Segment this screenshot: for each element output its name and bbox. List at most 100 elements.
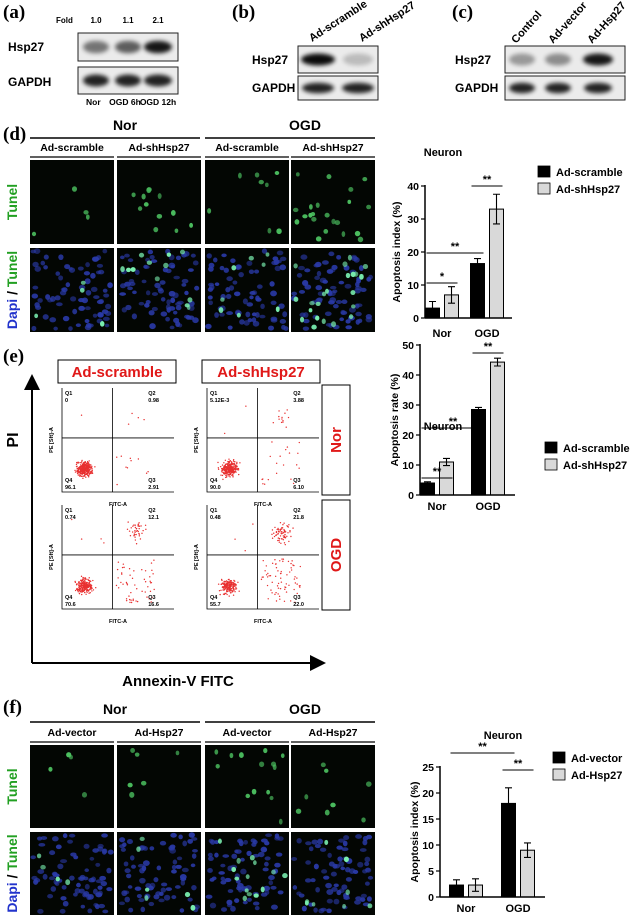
nucleus	[73, 892, 78, 897]
plot-axis-label: FITC-A	[254, 619, 272, 625]
significance-label: **	[449, 416, 458, 428]
tunel-cell	[253, 893, 259, 898]
nucleus	[214, 840, 219, 845]
event-dot	[228, 463, 230, 465]
event-dot	[125, 581, 128, 584]
error-bar	[448, 286, 455, 304]
event-dot	[234, 461, 236, 463]
bar	[490, 361, 505, 496]
micrograph	[291, 160, 375, 244]
blot-row-label: GAPDH	[8, 75, 51, 89]
nucleus	[291, 857, 298, 861]
event-dot	[222, 468, 224, 471]
nucleus	[251, 312, 257, 317]
tunel-cell	[350, 290, 356, 296]
event-dot	[230, 462, 232, 465]
nucleus	[139, 867, 145, 874]
event-dot	[82, 580, 85, 583]
quadrant-name: Q3	[148, 478, 155, 484]
event-dot	[236, 469, 239, 471]
nucleus	[232, 280, 238, 285]
event-dot	[120, 572, 123, 574]
event-dot	[286, 525, 289, 528]
nucleus	[102, 288, 108, 293]
nucleus	[249, 291, 256, 295]
nucleus	[142, 860, 150, 867]
nucleus	[228, 285, 235, 291]
event-dot	[232, 473, 234, 476]
nucleus	[351, 256, 358, 262]
tunel-cell	[154, 276, 160, 282]
event-dot	[288, 452, 291, 454]
nucleus	[340, 866, 346, 871]
nucleus	[119, 837, 126, 843]
event-dot	[79, 461, 81, 464]
event-dot	[217, 583, 220, 585]
nucleus	[270, 904, 278, 910]
event-dot	[236, 461, 238, 464]
tunel-cell	[259, 761, 265, 768]
event-dot	[271, 529, 274, 531]
nucleus	[333, 883, 339, 888]
tunel-cell	[354, 230, 361, 237]
event-dot	[78, 582, 81, 584]
nucleus	[65, 282, 71, 288]
tunel-cell	[207, 208, 212, 214]
event-dot	[224, 473, 226, 475]
nucleus	[234, 898, 240, 903]
tunel-cell	[365, 781, 372, 787]
tunel-cell	[179, 249, 186, 255]
event-dot	[223, 589, 225, 591]
nucleus	[209, 902, 217, 909]
event-dot	[90, 470, 92, 472]
event-dot	[89, 592, 91, 594]
tunel-cell	[348, 187, 354, 192]
nucleus	[230, 905, 236, 912]
nucleus	[168, 306, 176, 311]
nucleus	[321, 260, 329, 265]
nucleus	[118, 901, 125, 906]
event-dot	[94, 466, 96, 468]
event-dot	[85, 469, 87, 472]
event-dot	[281, 527, 283, 529]
nucleus	[58, 275, 64, 281]
nucleus	[191, 853, 197, 859]
nucleus	[85, 289, 92, 296]
lane-label: OGD 12h	[140, 97, 176, 107]
event-dot	[227, 460, 229, 463]
event-dot	[227, 464, 229, 466]
nucleus	[139, 845, 147, 850]
nucleus	[145, 290, 151, 296]
column-label: Ad-scramble	[215, 142, 279, 154]
event-dot	[128, 598, 131, 601]
legend-label: Ad-shHsp27	[556, 184, 620, 196]
event-dot	[87, 469, 89, 472]
nucleus	[206, 253, 212, 259]
nucleus	[355, 281, 360, 288]
tunel-cell	[134, 752, 140, 757]
nucleus	[302, 326, 310, 331]
blot-row-label: Hsp27	[252, 53, 288, 67]
nucleus	[324, 311, 332, 317]
event-dot	[86, 460, 89, 463]
event-dot	[130, 599, 132, 601]
event-dot	[138, 535, 141, 537]
tunel-cell	[351, 304, 356, 309]
nucleus	[31, 325, 37, 332]
event-dot	[275, 534, 277, 537]
nucleus	[100, 880, 108, 887]
event-dot	[86, 465, 89, 467]
event-dot	[129, 535, 132, 537]
event-dot	[278, 415, 280, 418]
nucleus	[326, 269, 334, 274]
nucleus	[35, 305, 42, 310]
nucleus	[355, 834, 363, 839]
nucleus	[223, 267, 229, 273]
event-dot	[85, 468, 87, 470]
event-dot	[229, 580, 231, 582]
nucleus	[313, 863, 319, 870]
nucleus	[296, 273, 303, 278]
nucleus	[171, 864, 177, 870]
event-dot	[293, 588, 295, 591]
tunel-cell	[238, 172, 242, 179]
